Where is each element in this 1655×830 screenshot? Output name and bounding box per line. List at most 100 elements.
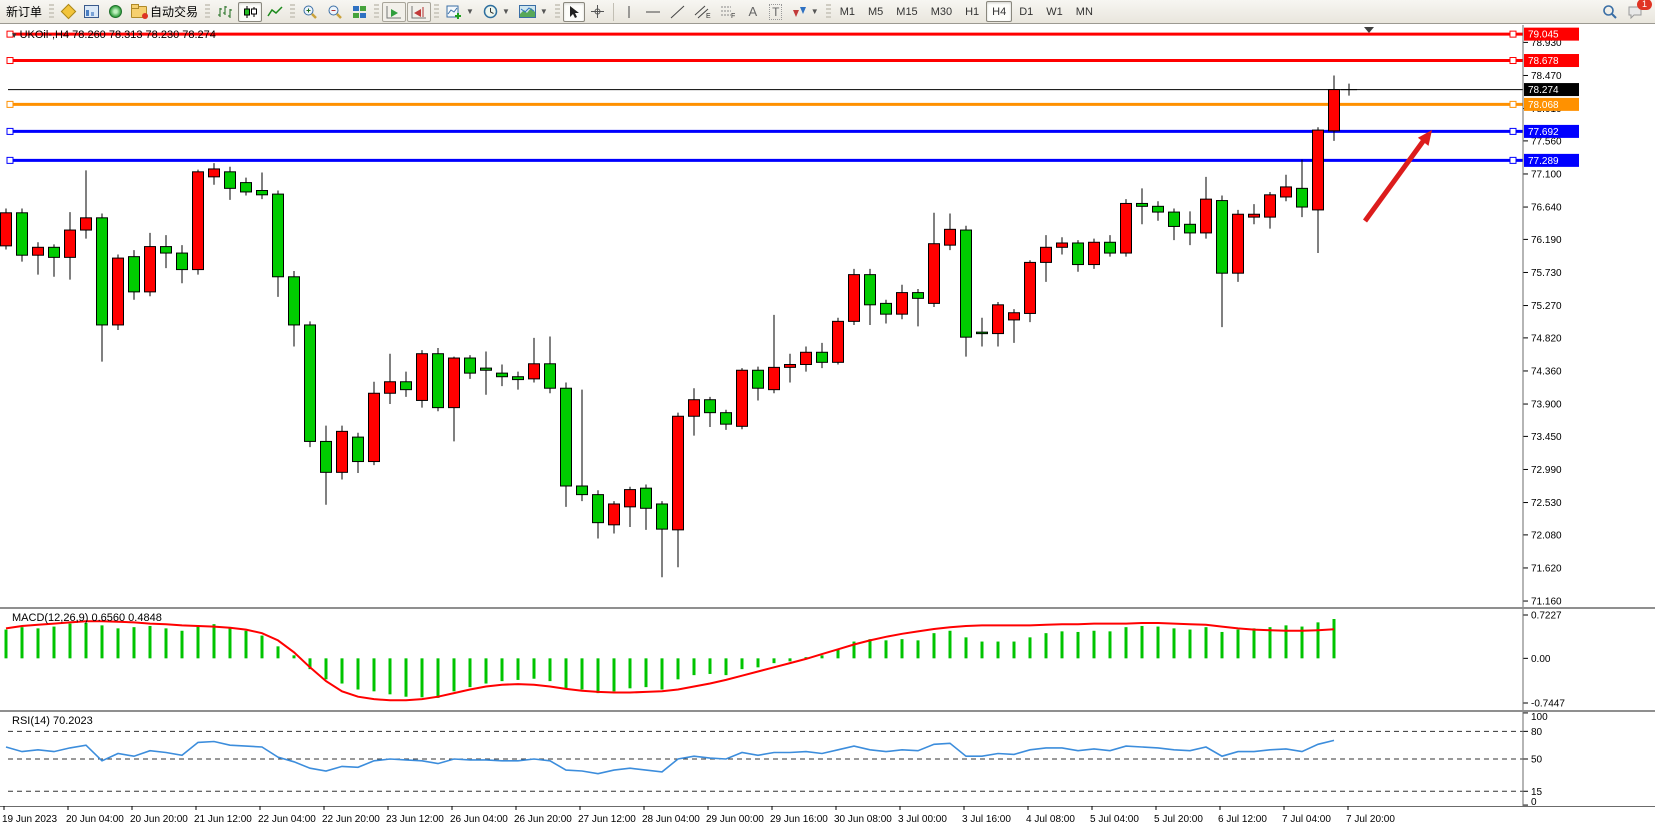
macd-panel[interactable]: 0.7227 0.00 -0.7447 (0, 609, 1655, 710)
price-tick-label: 74.820 (1531, 333, 1562, 344)
tile-windows-icon (353, 5, 367, 18)
timeframe-m30-button[interactable]: M30 (930, 5, 953, 18)
line-chart-icon (267, 5, 283, 16)
time-axis-label: 21 Jun 12:00 (194, 814, 252, 825)
fibonacci-icon: F (720, 6, 735, 19)
timeframe-d1-button[interactable]: D1 (1019, 5, 1034, 18)
candle (528, 363, 540, 380)
zoom-in-button[interactable] (298, 2, 322, 22)
label-tool-icon: T (769, 3, 783, 20)
candle (176, 252, 188, 271)
horizontal-line-button[interactable] (641, 2, 665, 22)
indicators-button[interactable]: ▼ (442, 2, 478, 22)
candle (784, 363, 796, 368)
vertical-line-button[interactable] (618, 2, 640, 22)
timeframe-w1-button[interactable]: W1 (1046, 5, 1063, 18)
candle (640, 487, 652, 509)
equidistant-channel-button[interactable]: E (690, 2, 715, 22)
new-order-button[interactable]: 新订单 (2, 2, 46, 22)
autoscroll-button[interactable] (382, 1, 407, 22)
price-tick-label: 75.270 (1531, 301, 1562, 312)
candle (112, 257, 124, 326)
trendline-button[interactable] (666, 2, 689, 22)
candle (1040, 246, 1052, 263)
svg-text:77.289: 77.289 (1528, 156, 1559, 167)
timeframe-h1-button[interactable]: H1 (965, 5, 980, 18)
crosshair-button[interactable] (586, 2, 609, 22)
clock-icon (483, 4, 498, 19)
svg-text:F: F (731, 13, 735, 19)
periods-button[interactable]: ▼ (479, 2, 514, 22)
candle (672, 415, 684, 531)
rsi-tick-label: 80 (1531, 727, 1543, 738)
candle (1312, 129, 1324, 211)
price-chart-panel[interactable]: 78.93078.47078.01077.56077.10076.64076.1… (0, 25, 1655, 607)
chart-shift-button[interactable] (407, 1, 432, 22)
candle (416, 353, 428, 401)
line-chart-button[interactable] (263, 2, 287, 22)
candle (688, 399, 700, 417)
tile-windows-button[interactable] (348, 2, 371, 22)
candle (0, 212, 12, 247)
templates-button[interactable]: ▼ (515, 2, 552, 22)
candle (368, 392, 380, 463)
candlestick-chart-button[interactable] (238, 1, 263, 22)
candle (656, 503, 668, 530)
candle (288, 276, 300, 326)
notifications-button[interactable]: 1 (1623, 0, 1652, 22)
candle (1264, 194, 1276, 218)
price-tick-label: 72.990 (1531, 465, 1562, 476)
time-axis-label: 29 Jun 16:00 (770, 814, 828, 825)
zoom-out-button[interactable] (323, 2, 347, 22)
time-axis-label: 4 Jul 08:00 (1026, 814, 1075, 825)
price-tick-label: 72.530 (1531, 498, 1562, 509)
community-button[interactable] (80, 2, 103, 22)
svg-text:77.692: 77.692 (1528, 127, 1559, 138)
fibonacci-button[interactable]: F (716, 2, 741, 22)
svg-text:78.274: 78.274 (1528, 85, 1559, 96)
price-tick-label: 77.100 (1531, 169, 1562, 180)
search-icon (1603, 4, 1617, 19)
candle (480, 367, 492, 371)
candle (544, 363, 556, 389)
price-tick-label: 78.470 (1531, 71, 1562, 82)
text-button[interactable]: A (742, 2, 764, 22)
arrows-button[interactable]: ▼ (788, 2, 823, 22)
rsi-panel[interactable]: 100 80 50 15 0 (0, 712, 1655, 806)
time-axis[interactable]: 19 Jun 2023 20 Jun 04:00 20 Jun 20:00 21 Ju… (0, 806, 1655, 830)
candle (1120, 202, 1132, 254)
bar-chart-icon (218, 5, 233, 18)
candle (1328, 89, 1340, 132)
autotrading-button[interactable]: 自动交易 (127, 2, 202, 22)
candle (1088, 241, 1100, 266)
macd-tick-label: -0.7447 (1531, 699, 1565, 710)
timeframe-mn-button[interactable]: MN (1075, 5, 1093, 18)
timeframe-m15-button[interactable]: M15 (896, 5, 918, 18)
bar-chart-button[interactable] (213, 2, 237, 22)
candle (448, 357, 460, 409)
candle (128, 256, 140, 293)
vertical-line-icon (628, 5, 630, 18)
cursor-icon (569, 5, 579, 18)
candle (304, 324, 316, 442)
symbol-dropdown-icon[interactable]: ▾ (12, 30, 17, 40)
cursor-button[interactable] (562, 1, 585, 22)
search-button[interactable] (1598, 2, 1622, 22)
macd-tick-label: 0.7227 (1531, 611, 1562, 622)
ticket-button[interactable] (57, 2, 79, 22)
timeframe-m5-button[interactable]: M5 (868, 5, 884, 18)
timeframe-m1-button[interactable]: M1 (839, 5, 855, 18)
candle (1008, 312, 1020, 321)
chart-title: ▾ UKOil-,H4 78.260 78.313 78.230 78.274 (12, 29, 216, 41)
ticket-icon (60, 3, 76, 20)
toolbar-separator (612, 2, 614, 21)
timeframe-h4-button[interactable]: H4 (986, 1, 1013, 22)
time-axis-label: 5 Jul 04:00 (1090, 814, 1139, 825)
candle (896, 292, 908, 315)
signals-button[interactable] (104, 2, 126, 22)
text-label-button[interactable]: T (765, 2, 787, 22)
candle (992, 304, 1004, 335)
candle (624, 489, 636, 508)
rsi-tick-label: 15 (1531, 787, 1543, 798)
time-axis-label: 6 Jul 12:00 (1218, 814, 1267, 825)
